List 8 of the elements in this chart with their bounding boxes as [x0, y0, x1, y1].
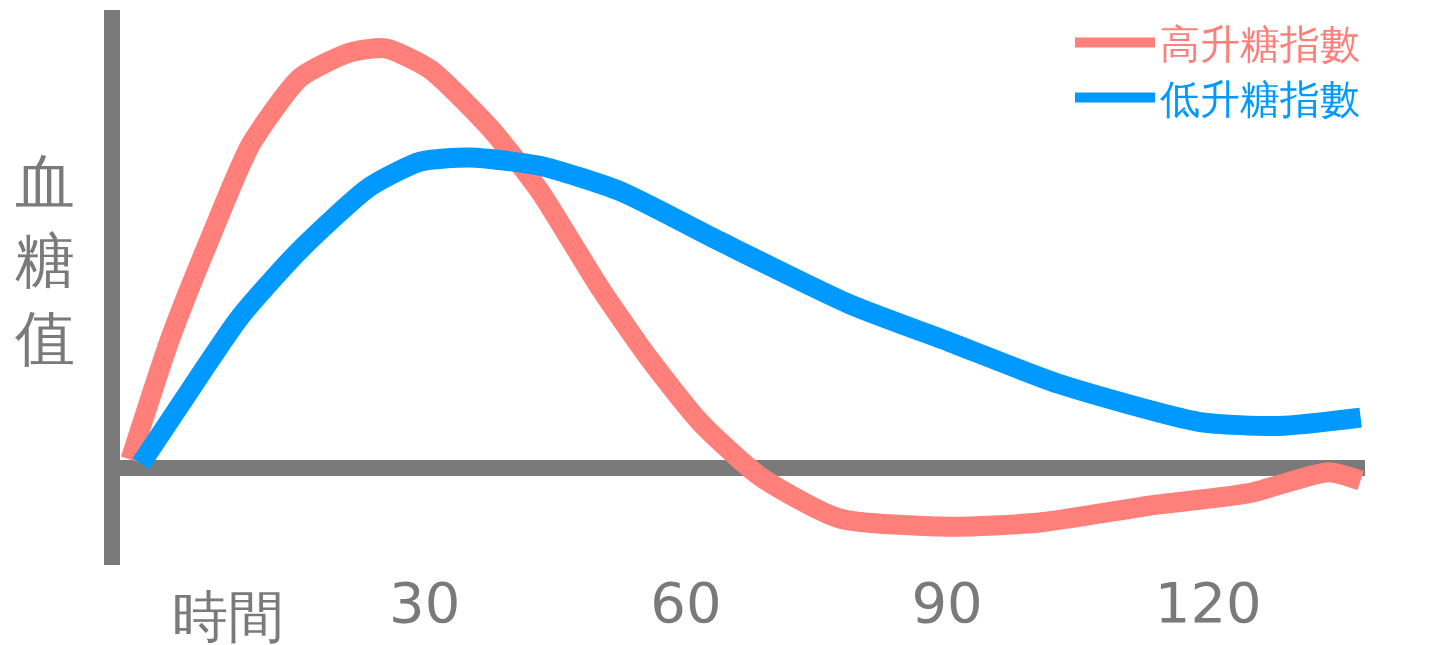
x-axis-title: 時間 [172, 584, 284, 645]
legend-label: 高升糖指數 [1160, 21, 1360, 68]
y-axis-title: 血糖值 [15, 147, 75, 373]
x-tick-label: 30 [389, 570, 461, 635]
legend-label: 低升糖指數 [1160, 76, 1360, 123]
x-tick-label: 60 [650, 570, 722, 635]
x-tick-label: 90 [911, 570, 983, 635]
x-tick-label: 120 [1154, 570, 1262, 635]
